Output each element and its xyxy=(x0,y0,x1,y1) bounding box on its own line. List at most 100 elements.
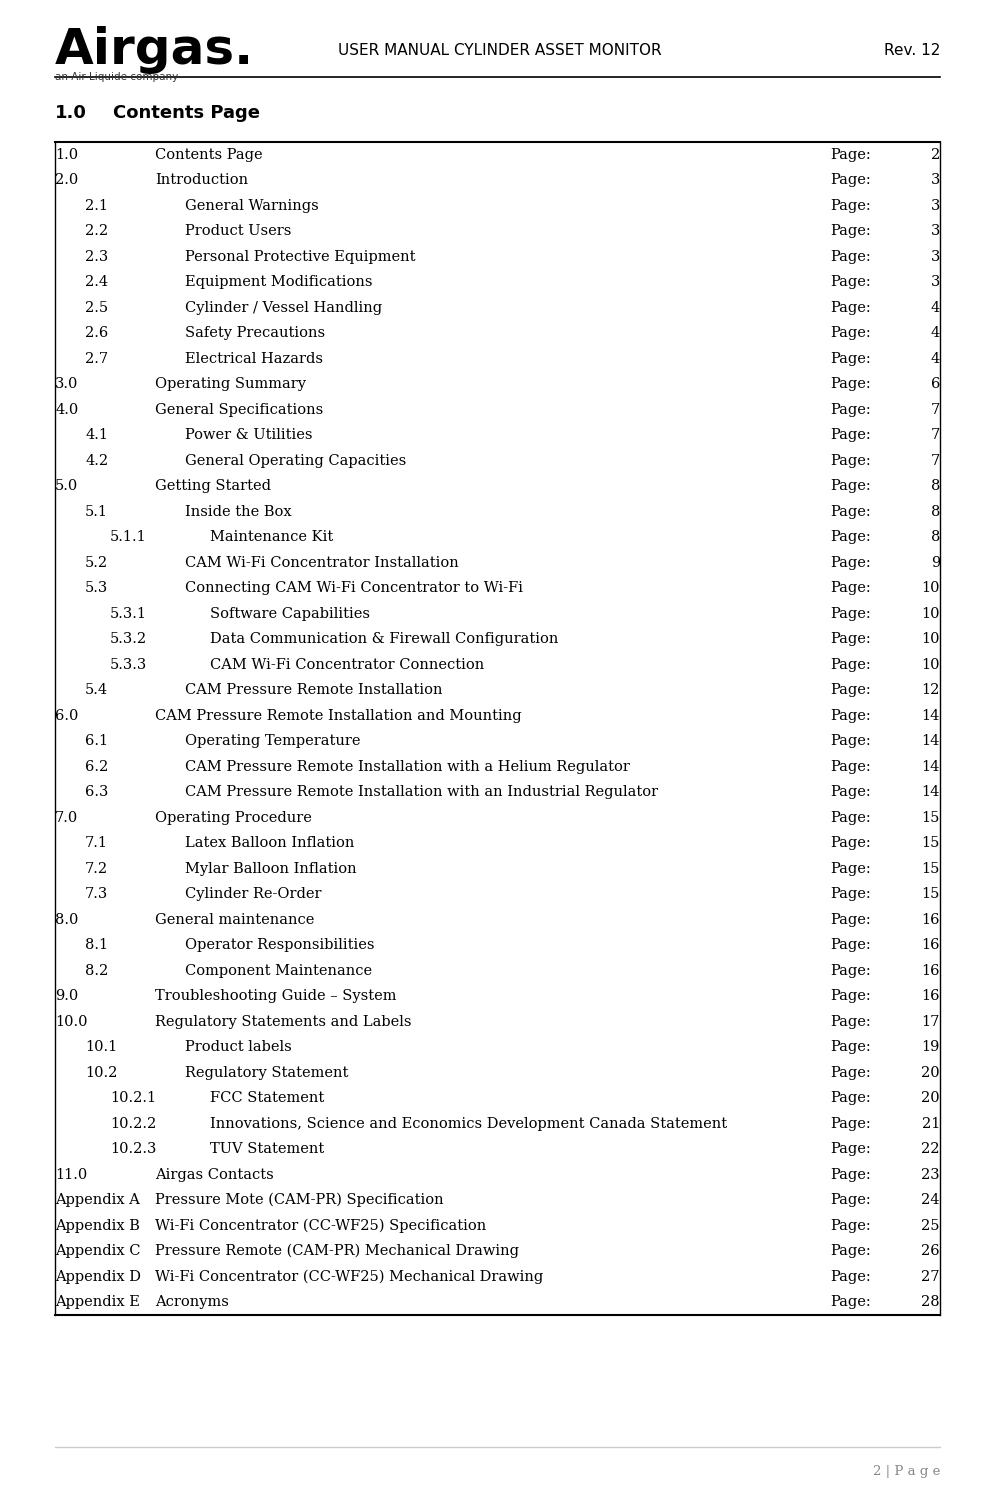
Text: Page:: Page: xyxy=(830,1117,871,1131)
Text: Page:: Page: xyxy=(830,607,871,620)
Text: 8.2: 8.2 xyxy=(85,964,108,978)
Text: Pressure Remote (CAM-PR) Mechanical Drawing: Pressure Remote (CAM-PR) Mechanical Draw… xyxy=(155,1244,519,1259)
Text: 15: 15 xyxy=(922,811,940,825)
Text: Page:: Page: xyxy=(830,275,871,290)
Text: Page:: Page: xyxy=(830,1295,871,1310)
Text: Acronyms: Acronyms xyxy=(155,1295,229,1310)
Text: General Operating Capacities: General Operating Capacities xyxy=(185,454,406,467)
Text: 23: 23 xyxy=(921,1167,940,1182)
Text: Airgas Contacts: Airgas Contacts xyxy=(155,1167,274,1182)
Text: 2.0: 2.0 xyxy=(55,173,78,188)
Text: Electrical Hazards: Electrical Hazards xyxy=(185,351,323,366)
Text: 10: 10 xyxy=(922,658,940,671)
Text: 14: 14 xyxy=(922,760,940,774)
Text: Latex Balloon Inflation: Latex Balloon Inflation xyxy=(185,837,355,850)
Text: Pressure Mote (CAM-PR) Specification: Pressure Mote (CAM-PR) Specification xyxy=(155,1193,443,1208)
Text: 2.3: 2.3 xyxy=(85,249,108,264)
Text: 4: 4 xyxy=(931,351,940,366)
Text: Regulatory Statement: Regulatory Statement xyxy=(185,1066,349,1080)
Text: 2.6: 2.6 xyxy=(85,326,108,341)
Text: 5.2: 5.2 xyxy=(85,556,108,569)
Text: Page:: Page: xyxy=(830,1269,871,1284)
Text: 3: 3 xyxy=(931,275,940,290)
Text: Page:: Page: xyxy=(830,709,871,722)
Text: 7: 7 xyxy=(931,454,940,467)
Text: 2.4: 2.4 xyxy=(85,275,108,290)
Text: 5.3.1: 5.3.1 xyxy=(110,607,147,620)
Text: 6.3: 6.3 xyxy=(85,786,108,799)
Text: 4: 4 xyxy=(931,326,940,341)
Text: Page:: Page: xyxy=(830,1015,871,1029)
Text: Appendix C: Appendix C xyxy=(55,1244,141,1259)
Text: Inside the Box: Inside the Box xyxy=(185,505,292,518)
Text: 7: 7 xyxy=(931,403,940,416)
Text: 5.1: 5.1 xyxy=(85,505,108,518)
Text: Rev. 12: Rev. 12 xyxy=(884,44,940,59)
Text: Operating Summary: Operating Summary xyxy=(155,377,306,391)
Text: Page:: Page: xyxy=(830,326,871,341)
Text: General Warnings: General Warnings xyxy=(185,198,319,213)
Text: Page:: Page: xyxy=(830,1066,871,1080)
Text: 10.1: 10.1 xyxy=(85,1041,117,1054)
Text: Component Maintenance: Component Maintenance xyxy=(185,964,372,978)
Text: Product labels: Product labels xyxy=(185,1041,292,1054)
Text: 5.3.2: 5.3.2 xyxy=(110,632,147,646)
Text: Page:: Page: xyxy=(830,147,871,162)
Text: 5.0: 5.0 xyxy=(55,479,78,493)
Text: 16: 16 xyxy=(922,990,940,1003)
Text: 2.1: 2.1 xyxy=(85,198,108,213)
Text: CAM Wi-Fi Concentrator Connection: CAM Wi-Fi Concentrator Connection xyxy=(210,658,485,671)
Text: General Specifications: General Specifications xyxy=(155,403,323,416)
Text: 10.2: 10.2 xyxy=(85,1066,117,1080)
Text: Page:: Page: xyxy=(830,479,871,493)
Text: 7.1: 7.1 xyxy=(85,837,108,850)
Text: Page:: Page: xyxy=(830,632,871,646)
Text: 10: 10 xyxy=(922,632,940,646)
Text: 10: 10 xyxy=(922,607,940,620)
Text: Page:: Page: xyxy=(830,734,871,748)
Text: 10.2.2: 10.2.2 xyxy=(110,1117,157,1131)
Text: Getting Started: Getting Started xyxy=(155,479,271,493)
Text: Innovations, Science and Economics Development Canada Statement: Innovations, Science and Economics Devel… xyxy=(210,1117,727,1131)
Text: 8: 8 xyxy=(931,505,940,518)
Text: Page:: Page: xyxy=(830,249,871,264)
Text: 17: 17 xyxy=(922,1015,940,1029)
Text: 2.2: 2.2 xyxy=(85,224,108,239)
Text: 10.0: 10.0 xyxy=(55,1015,88,1029)
Text: 12: 12 xyxy=(922,683,940,697)
Text: Page:: Page: xyxy=(830,454,871,467)
Text: Page:: Page: xyxy=(830,888,871,901)
Text: 8.1: 8.1 xyxy=(85,939,108,952)
Text: Connecting CAM Wi-Fi Concentrator to Wi-Fi: Connecting CAM Wi-Fi Concentrator to Wi-… xyxy=(185,581,523,595)
Text: 15: 15 xyxy=(922,837,940,850)
Text: 5.1.1: 5.1.1 xyxy=(110,530,147,544)
Text: 8: 8 xyxy=(931,479,940,493)
Text: Page:: Page: xyxy=(830,224,871,239)
Text: 7: 7 xyxy=(931,428,940,442)
Text: 20: 20 xyxy=(921,1066,940,1080)
Text: Airgas.: Airgas. xyxy=(55,26,254,74)
Text: Operating Temperature: Operating Temperature xyxy=(185,734,361,748)
Text: 4: 4 xyxy=(931,300,940,315)
Text: 3: 3 xyxy=(931,198,940,213)
Text: 6.2: 6.2 xyxy=(85,760,108,774)
Text: Page:: Page: xyxy=(830,837,871,850)
Text: Page:: Page: xyxy=(830,173,871,188)
Text: 7.3: 7.3 xyxy=(85,888,108,901)
Text: Page:: Page: xyxy=(830,1041,871,1054)
Text: 10.2.1: 10.2.1 xyxy=(110,1092,157,1105)
Text: Appendix D: Appendix D xyxy=(55,1269,141,1284)
Text: 3.0: 3.0 xyxy=(55,377,79,391)
Text: Page:: Page: xyxy=(830,1167,871,1182)
Text: 27: 27 xyxy=(922,1269,940,1284)
Text: Page:: Page: xyxy=(830,403,871,416)
Text: Page:: Page: xyxy=(830,351,871,366)
Text: 20: 20 xyxy=(921,1092,940,1105)
Text: Page:: Page: xyxy=(830,505,871,518)
Text: Regulatory Statements and Labels: Regulatory Statements and Labels xyxy=(155,1015,412,1029)
Text: Introduction: Introduction xyxy=(155,173,248,188)
Text: Wi-Fi Concentrator (CC-WF25) Specification: Wi-Fi Concentrator (CC-WF25) Specificati… xyxy=(155,1218,487,1233)
Text: Page:: Page: xyxy=(830,530,871,544)
Text: CAM Pressure Remote Installation with a Helium Regulator: CAM Pressure Remote Installation with a … xyxy=(185,760,629,774)
Text: Cylinder Re-Order: Cylinder Re-Order xyxy=(185,888,321,901)
